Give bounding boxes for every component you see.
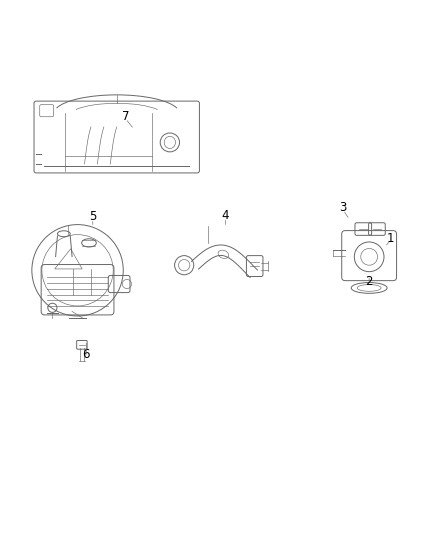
Text: 6: 6 (82, 348, 90, 361)
Text: 1: 1 (387, 232, 395, 245)
Text: 4: 4 (222, 208, 229, 222)
Text: 5: 5 (89, 210, 96, 223)
Text: 7: 7 (122, 110, 129, 123)
Text: 3: 3 (339, 201, 347, 214)
Text: 2: 2 (365, 275, 373, 288)
